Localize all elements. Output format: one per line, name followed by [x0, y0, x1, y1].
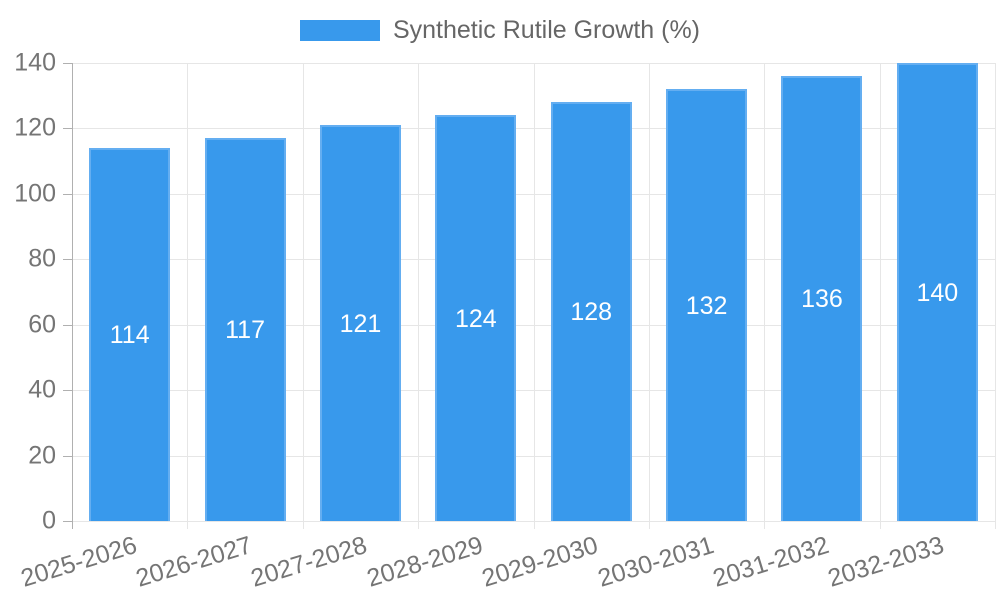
x-axis-tick-label: 2028-2029: [363, 531, 486, 593]
x-gridline: [995, 63, 996, 529]
y-axis-tick-label: 140: [14, 48, 56, 77]
x-axis-tick-label: 2031-2032: [709, 531, 833, 593]
x-gridline: [187, 63, 189, 529]
x-axis-tick-label: 2032-2033: [824, 531, 948, 593]
legend[interactable]: Synthetic Rutile Growth (%): [0, 16, 1000, 45]
y-tick: [63, 259, 72, 261]
bar-value-label: 114: [109, 321, 150, 350]
bar-value-label: 136: [801, 285, 843, 314]
x-axis-tick-label: 2027-2028: [248, 531, 371, 593]
y-axis-tick-label: 20: [28, 441, 56, 470]
x-gridline: [533, 63, 535, 529]
x-axis-tick-label: 2030-2031: [594, 531, 717, 593]
y-tick: [63, 63, 72, 64]
y-axis-tick-label: 40: [28, 375, 56, 404]
bar[interactable]: 114: [89, 148, 171, 521]
bar-value-label: 124: [454, 304, 497, 333]
legend-swatch-icon: [299, 20, 380, 41]
x-gridline: [764, 63, 766, 529]
y-axis-tick-label: 60: [28, 310, 56, 339]
legend-label: Synthetic Rutile Growth (%): [392, 16, 701, 44]
y-tick: [63, 324, 72, 326]
bar[interactable]: 117: [204, 138, 286, 521]
x-gridline: [302, 63, 304, 529]
bar[interactable]: 132: [666, 89, 748, 521]
y-axis-tick-label: 100: [14, 179, 56, 208]
x-axis-tick-label: 2029-2030: [478, 531, 602, 593]
bar[interactable]: 136: [781, 76, 863, 521]
bar[interactable]: 121: [319, 125, 401, 521]
y-tick: [63, 390, 72, 392]
x-gridline: [879, 63, 881, 529]
bar[interactable]: 128: [550, 102, 632, 521]
bar-value-label: 117: [225, 316, 265, 345]
bar-value-label: 128: [570, 298, 613, 327]
bar-value-label: 140: [916, 278, 959, 307]
x-axis-tick-label: 2025-2026: [17, 531, 140, 593]
y-tick: [63, 455, 72, 457]
y-axis-tick-label: 120: [14, 113, 56, 142]
y-tick: [63, 128, 72, 130]
x-axis-tick-label: 2026-2027: [132, 531, 256, 593]
bar[interactable]: 140: [896, 63, 978, 521]
y-axis-line: [72, 63, 73, 529]
bar-value-label: 132: [685, 291, 728, 320]
bar-value-label: 121: [339, 309, 382, 338]
x-gridline: [648, 63, 650, 529]
y-tick: [63, 193, 72, 195]
plot-area: 0 20 40 60 80 100 120 140 114 2025-2026 117 2026-20…: [14, 49, 996, 593]
y-tick: [63, 521, 72, 522]
x-gridline: [418, 63, 420, 529]
y-axis-tick-label: 80: [28, 244, 56, 273]
y-axis-tick-label: 0: [42, 506, 56, 535]
bar[interactable]: 124: [435, 115, 517, 521]
